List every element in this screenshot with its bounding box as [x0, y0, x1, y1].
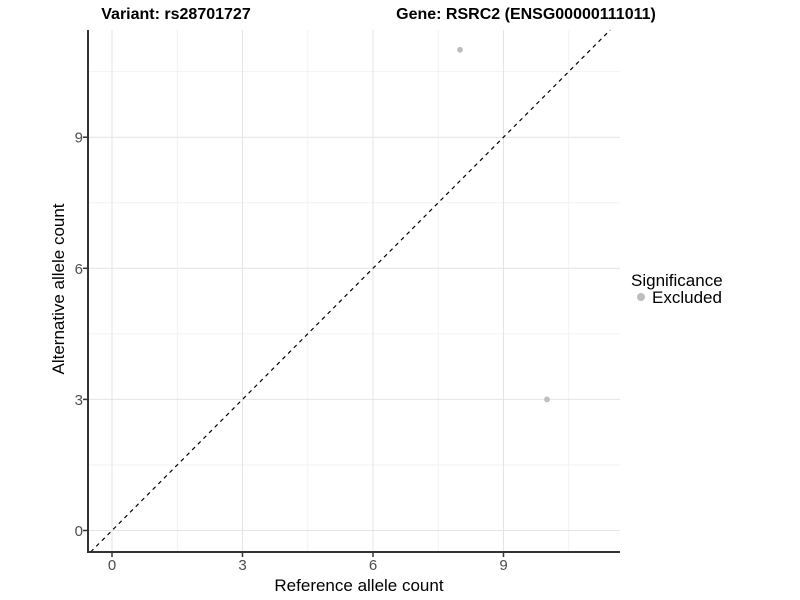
x-tick-label: 0 — [108, 557, 116, 574]
y-tick-label: 3 — [75, 392, 83, 409]
x-tick-label: 6 — [369, 557, 377, 574]
legend-key-excluded: Excluded — [637, 288, 722, 307]
plot-panel — [88, 30, 620, 552]
y-tick-label: 9 — [75, 130, 83, 147]
x-tick-label: 3 — [238, 557, 246, 574]
plot-title-variant: Variant: rs28701727 — [101, 6, 251, 23]
data-point — [457, 46, 463, 53]
gridlines-major — [88, 30, 620, 552]
legend-title: Significance — [631, 271, 723, 290]
plot-title-gene: Gene: RSRC2 (ENSG00000111011) — [396, 6, 656, 23]
y-tick-label: 6 — [75, 261, 83, 278]
legend-point-icon — [637, 293, 645, 301]
legend: Significance Excluded — [631, 271, 723, 307]
data-points-layer — [457, 46, 550, 403]
tick-labels-layer: 0 3 6 9 0 3 6 9 — [75, 130, 508, 574]
identity-line — [90, 29, 611, 553]
x-axis-title: Reference allele count — [274, 576, 443, 595]
legend-label: Excluded — [652, 288, 722, 307]
ticks-layer — [83, 136, 505, 557]
y-axis-title: Alternative allele count — [49, 203, 68, 374]
axes-layer — [87, 30, 620, 553]
y-tick-label: 0 — [75, 523, 83, 540]
data-point — [544, 396, 550, 403]
identity-line-layer — [90, 29, 611, 553]
x-tick-label: 9 — [499, 557, 507, 574]
